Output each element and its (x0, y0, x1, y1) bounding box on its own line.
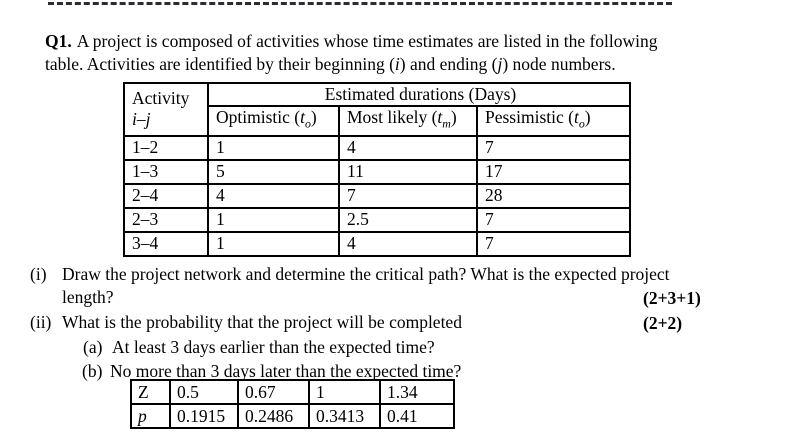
subquestion-i-line1: (i) Draw the project network and determin… (30, 264, 670, 285)
subquestion-ii-marker: (ii) (30, 312, 52, 332)
pessimistic-cell: 7 (476, 230, 631, 257)
p-row-label: p (130, 403, 171, 429)
z-value-cell: 0.5 (169, 379, 239, 405)
most-likely-symbol: t (437, 107, 443, 127)
z-value-cell: 1 (308, 379, 381, 405)
p-value-cell: 0.1915 (169, 403, 239, 429)
z-value-cell: 1.34 (379, 379, 455, 405)
question-statement: Q1. A project is composed of activities w… (45, 30, 735, 76)
optimistic-symbol: t (300, 107, 305, 127)
table-row: 2–4 4 7 28 (123, 182, 631, 209)
optimistic-column-header: Optimistic (to) (207, 105, 340, 137)
most-likely-cell: 4 (338, 134, 478, 161)
z-row-label: Z (130, 379, 171, 405)
table-subheader-row: Optimistic (to) Most likely (tm) Pessimi… (124, 105, 631, 137)
table-row: 1–3 5 11 17 (123, 158, 631, 185)
activity-cell: 2–4 (123, 182, 209, 209)
pessimistic-close: ) (584, 107, 591, 127)
most-likely-cell: 4 (338, 230, 478, 257)
z-value-row: Z 0.5 0.67 1 1.34 (130, 379, 455, 405)
question-text-line1: A project is composed of activities whos… (76, 31, 658, 51)
p-value-cell: 0.3413 (308, 403, 381, 429)
question-text-line2-mid: ) and ending ( (399, 54, 498, 74)
subquestion-ii-text: What is the probability that the project… (62, 312, 462, 332)
subquestion-i-marker: (i) (30, 264, 47, 284)
optimistic-cell: 1 (207, 230, 340, 257)
durations-group-header: Estimated durations (Days) (207, 82, 631, 107)
activity-header-label: Activity (132, 88, 190, 109)
most-likely-subscript: m (442, 116, 451, 131)
subitem-a-marker: (a) (83, 337, 103, 357)
pessimistic-column-header: Pessimistic (to) (476, 105, 631, 137)
subitem-b-text: No more than 3 days later than the expec… (110, 361, 462, 381)
activity-column-header: Activity i–j (123, 82, 209, 137)
optimistic-cell: 1 (207, 134, 340, 161)
pessimistic-label: Pessimistic ( (485, 107, 574, 127)
table-header-row: Activity i–j Estimated durations (Days) (123, 82, 631, 137)
table-row: 2–3 1 2.5 7 (123, 206, 631, 233)
most-likely-cell: 2.5 (338, 206, 478, 233)
p-value-row: p 0.1915 0.2486 0.3413 0.41 (130, 403, 455, 429)
most-likely-cell: 7 (338, 182, 478, 209)
subitem-b-line: (b) No more than 3 days later than the ex… (82, 361, 461, 382)
pessimistic-cell: 17 (476, 158, 631, 185)
optimistic-cell: 5 (207, 158, 340, 185)
question-text-line2-pre: table. Activities are identified by thei… (45, 54, 395, 74)
activity-cell: 2–3 (123, 206, 209, 233)
marks-badge-i: (2+3+1) (643, 288, 701, 308)
pessimistic-symbol: t (573, 107, 579, 127)
pessimistic-cell: 7 (476, 206, 631, 233)
question-number-label: Q1. (45, 31, 72, 51)
activity-duration-table: Activity i–j Estimated durations (Days) … (123, 82, 631, 257)
subitem-a-line: (a) At least 3 days earlier than the expe… (83, 337, 435, 358)
most-likely-column-header: Most likely (tm) (338, 105, 478, 137)
subquestion-i-text: Draw the project network and determine t… (62, 264, 670, 284)
table-row: 1–2 1 4 7 (123, 134, 631, 161)
optimistic-cell: 1 (207, 206, 340, 233)
activity-cell: 3–4 (123, 230, 209, 257)
subquestion-i-text-continued: length? (62, 287, 114, 307)
pessimistic-cell: 7 (476, 134, 631, 161)
node-symbol-i: i (394, 54, 400, 74)
question-text-line2-post: ) node numbers. (502, 54, 616, 74)
subquestion-ii-line: (ii) What is the probability that the pro… (30, 312, 462, 333)
most-likely-close: ) (450, 107, 457, 127)
optimistic-label: Optimistic ( (216, 107, 301, 127)
p-value-cell: 0.2486 (237, 403, 310, 429)
subitem-a-text: At least 3 days earlier than the expecte… (112, 337, 435, 357)
p-value-cell: 0.41 (379, 403, 455, 429)
node-symbol-j: j (497, 54, 503, 74)
marks-badge-ii: (2+2) (643, 313, 683, 333)
dashed-separator (48, 2, 672, 5)
pessimistic-subscript: o (578, 116, 585, 131)
z-probability-table: Z 0.5 0.67 1 1.34 p 0.1915 0.2486 0.3413… (130, 379, 455, 429)
activity-subheader-label: i–j (132, 109, 151, 130)
pessimistic-cell: 28 (476, 182, 631, 209)
table-row: 3–4 1 4 7 (123, 230, 631, 257)
optimistic-subscript: o (304, 116, 311, 131)
z-value-cell: 0.67 (237, 379, 310, 405)
optimistic-close: ) (310, 107, 317, 127)
most-likely-label: Most likely ( (347, 107, 438, 127)
optimistic-cell: 4 (207, 182, 340, 209)
activity-cell: 1–2 (123, 134, 209, 161)
activity-cell: 1–3 (123, 158, 209, 185)
most-likely-cell: 11 (338, 158, 478, 185)
subitem-b-marker: (b) (82, 361, 103, 381)
subquestion-i-line2: length? (62, 287, 114, 308)
